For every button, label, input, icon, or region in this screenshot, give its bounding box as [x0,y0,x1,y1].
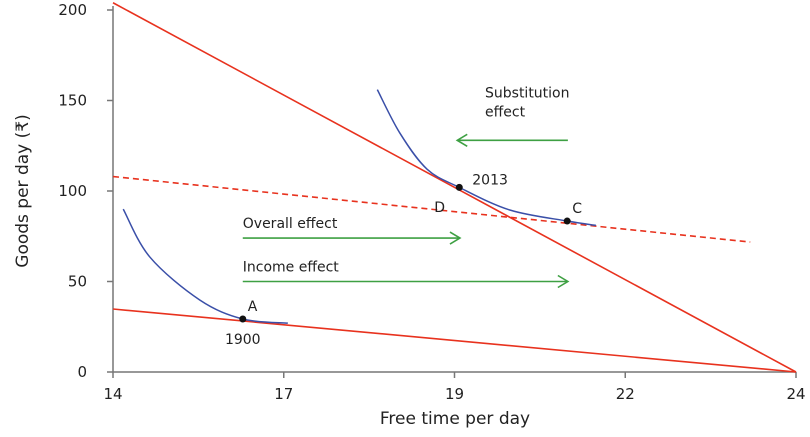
point-label: C [572,201,582,217]
arrowhead-icon [455,133,468,148]
x-axis-label: Free time per day [380,409,530,429]
effect-label: Overall effect [243,216,338,232]
y-axis-label: Goods per day (₹) [13,114,33,267]
y-tick-label: 100 [58,182,87,200]
indifference-curves [122,89,596,324]
dashed-budget-line [112,175,751,243]
indifference-curve [122,208,288,324]
axes: 14 17 19 22 24 0 50 100 150 200 [58,1,805,403]
points: A 1900 2013 C D [225,172,582,348]
x-tick-label: 19 [445,385,464,403]
point-marker [239,315,247,323]
point-label: D [434,200,445,216]
effect-label: effect [485,104,526,120]
point-marker [563,217,571,225]
budget-line [112,2,797,373]
arrowhead-icon [557,274,570,289]
effect-label: Substitution [485,85,570,101]
effect-label: Income effect [243,260,340,276]
budget-line [112,308,797,373]
point-marker [455,183,463,191]
x-tick-label: 24 [786,385,805,403]
x-tick-label: 14 [103,385,122,403]
x-tick-label: 17 [274,385,293,403]
point-label: A [248,299,258,315]
x-tick-label: 22 [616,385,635,403]
y-tick-label: 150 [58,92,87,110]
effect-arrows: Substitution effect Overall effect Income e… [242,85,570,289]
arrowhead-icon [449,231,462,245]
y-tick-label: 0 [77,363,87,381]
y-tick-label: 50 [68,273,87,291]
budget-lines [112,2,797,373]
point-year-label: 1900 [225,332,261,348]
point-year-label: 2013 [472,172,508,188]
y-tick-label: 200 [58,1,87,19]
